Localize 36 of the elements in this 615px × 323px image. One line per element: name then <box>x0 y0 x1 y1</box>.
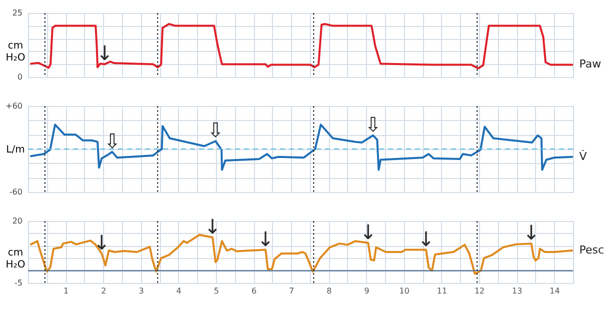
annotation: ↓ <box>360 220 377 244</box>
annotation: ↓ <box>522 220 540 245</box>
series-label: V̇ <box>579 148 588 163</box>
series-label: Pesc <box>579 244 604 257</box>
annotation: ↓ <box>204 214 221 238</box>
x-tick-label: 9 <box>364 286 370 296</box>
annotation: ↓ <box>418 226 434 251</box>
y-tick-label: 0 <box>17 72 22 82</box>
annotation: ⇩ <box>207 118 224 142</box>
x-tick-label: 4 <box>176 286 182 296</box>
x-tick-label: 12 <box>474 286 485 296</box>
annotation: ↓ <box>96 41 114 66</box>
y-tick-label: 20 <box>12 216 22 226</box>
x-tick-label: 7 <box>289 286 294 296</box>
x-tick-label: 13 <box>512 286 522 296</box>
y-axis-title: L/m <box>6 144 25 156</box>
x-tick-label: 2 <box>101 286 106 296</box>
x-tick-label: 10 <box>399 286 410 296</box>
y-tick-label: +60 <box>6 102 22 110</box>
x-tick-label: 8 <box>326 286 332 296</box>
x-tick-label: 14 <box>550 286 560 296</box>
annotation: ↓ <box>93 230 110 254</box>
x-tick-label: 1 <box>64 286 69 296</box>
y-axis-title: cm H₂O <box>6 40 26 64</box>
x-tick-label: 3 <box>138 286 144 296</box>
y-axis-title: cm H₂O <box>6 248 26 270</box>
series-label: Paw <box>579 58 602 71</box>
annotation: ⇩ <box>104 128 121 153</box>
annotation: ↓ <box>257 226 274 251</box>
y-tick-label: -60 <box>9 188 22 196</box>
x-tick-label: 5 <box>214 286 219 296</box>
x-tick-label: 6 <box>251 286 257 296</box>
annotation: ⇩ <box>364 112 382 136</box>
y-tick-label: 25 <box>12 8 22 18</box>
x-tick-label: 11 <box>436 286 448 296</box>
y-tick-label: -5 <box>14 278 22 288</box>
